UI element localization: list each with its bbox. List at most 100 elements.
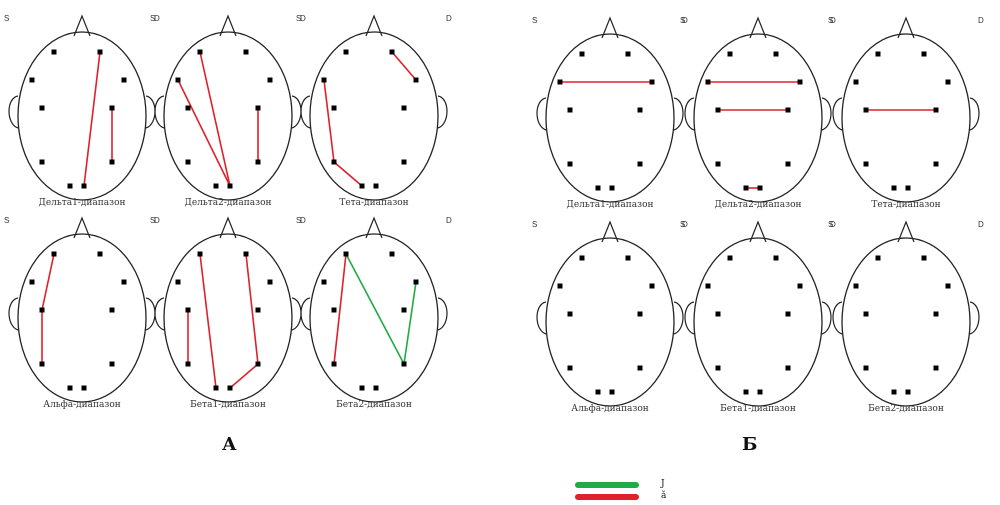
side-label-right: D bbox=[300, 14, 306, 23]
connection-line-red bbox=[229, 363, 259, 389]
head-map: S D Тета-диапазон bbox=[296, 10, 452, 220]
map-caption: Бета1-диапазон bbox=[190, 400, 266, 410]
electrode-marker bbox=[331, 105, 337, 111]
electrode-marker bbox=[945, 79, 951, 85]
panel-a: S D Дельта1-диапазон S D Дельта2-диапазон S D Те… bbox=[0, 0, 500, 430]
side-label-right: D bbox=[830, 16, 836, 25]
head-map: S D Тета-диапазон bbox=[828, 12, 984, 222]
legend-green-label: Ј bbox=[661, 479, 665, 489]
side-label-left: S bbox=[680, 220, 686, 229]
electrode-marker bbox=[185, 361, 191, 367]
electrode-marker bbox=[29, 279, 35, 285]
head-diagram bbox=[684, 16, 832, 203]
electrode-marker bbox=[331, 361, 337, 367]
electrode-marker bbox=[797, 283, 803, 289]
head-outline bbox=[545, 33, 675, 203]
head-diagram bbox=[684, 220, 832, 407]
side-label-left: S bbox=[150, 216, 156, 225]
electrode-marker bbox=[97, 251, 103, 257]
nose-outline bbox=[219, 14, 237, 37]
side-label-left: S bbox=[532, 220, 538, 229]
right-ear-outline bbox=[821, 301, 832, 335]
head-outline bbox=[309, 233, 439, 403]
electrode-marker bbox=[945, 283, 951, 289]
electrode-marker bbox=[863, 365, 869, 371]
nose-outline bbox=[601, 220, 619, 243]
electrode-marker bbox=[637, 161, 643, 167]
electrode-marker bbox=[625, 255, 631, 261]
electrode-marker bbox=[863, 107, 869, 113]
right-ear-outline bbox=[821, 97, 832, 131]
electrode-marker bbox=[197, 251, 203, 257]
electrode-marker bbox=[401, 159, 407, 165]
electrode-marker bbox=[757, 389, 763, 395]
map-caption: Альфа-диапазон bbox=[571, 404, 649, 414]
head-outline bbox=[17, 31, 147, 201]
electrode-marker bbox=[649, 79, 655, 85]
electrode-marker bbox=[197, 49, 203, 55]
map-caption: Дельта1-диапазон bbox=[38, 198, 126, 208]
electrode-marker bbox=[557, 283, 563, 289]
left-ear-outline bbox=[684, 301, 695, 335]
electrode-marker bbox=[853, 79, 859, 85]
nose-outline bbox=[73, 216, 91, 239]
side-label-left: S bbox=[828, 16, 834, 25]
legend-red-line bbox=[575, 494, 639, 500]
right-ear-outline bbox=[291, 95, 302, 129]
head-map: S D Бета2-диапазон bbox=[828, 216, 984, 426]
connection-line-green bbox=[345, 253, 405, 365]
electrode-marker bbox=[785, 161, 791, 167]
left-ear-outline bbox=[832, 301, 843, 335]
electrode-marker bbox=[921, 255, 927, 261]
electrode-marker bbox=[863, 311, 869, 317]
electrode-marker bbox=[227, 385, 233, 391]
electrode-marker bbox=[567, 311, 573, 317]
electrode-marker bbox=[875, 51, 881, 57]
connection-line-red bbox=[333, 253, 347, 365]
legend-red-label: ǎ bbox=[661, 491, 667, 501]
electrode-marker bbox=[39, 159, 45, 165]
head-diagram bbox=[832, 220, 980, 407]
panel-b: S D Дельта1-диапазон S D Дельта2-диапазон S D Те… bbox=[528, 0, 1000, 430]
electrode-marker bbox=[401, 307, 407, 313]
electrode-marker bbox=[109, 361, 115, 367]
electrode-marker bbox=[933, 161, 939, 167]
left-ear-outline bbox=[8, 297, 19, 331]
electrode-marker bbox=[51, 251, 57, 257]
electrode-marker bbox=[359, 183, 365, 189]
electrode-marker bbox=[401, 361, 407, 367]
head-diagram bbox=[536, 16, 684, 203]
map-caption: Тета-диапазон bbox=[871, 200, 941, 210]
head-map: S D Дельта1-диапазон bbox=[532, 12, 688, 222]
head-diagram bbox=[154, 14, 302, 201]
map-caption: Дельта1-диапазон bbox=[566, 200, 654, 210]
map-caption: Альфа-диапазон bbox=[43, 400, 121, 410]
side-label-left: S bbox=[296, 216, 302, 225]
right-ear-outline bbox=[145, 95, 156, 129]
electrode-marker bbox=[321, 279, 327, 285]
electrode-marker bbox=[625, 51, 631, 57]
electrode-marker bbox=[785, 311, 791, 317]
electrode-marker bbox=[715, 161, 721, 167]
electrode-marker bbox=[609, 185, 615, 191]
electrode-marker bbox=[773, 255, 779, 261]
connection-line-red bbox=[333, 161, 363, 187]
head-diagram bbox=[8, 14, 156, 201]
electrode-marker bbox=[389, 49, 395, 55]
electrode-marker bbox=[255, 307, 261, 313]
head-outline bbox=[163, 31, 293, 201]
electrode-marker bbox=[331, 307, 337, 313]
side-label-right: D bbox=[446, 14, 452, 23]
side-label-left: S bbox=[150, 14, 156, 23]
electrode-marker bbox=[401, 105, 407, 111]
map-caption: Бета2-диапазон bbox=[868, 404, 944, 414]
electrode-marker bbox=[595, 389, 601, 395]
electrode-marker bbox=[705, 283, 711, 289]
left-ear-outline bbox=[536, 97, 547, 131]
electrode-marker bbox=[875, 255, 881, 261]
electrode-marker bbox=[637, 365, 643, 371]
electrode-marker bbox=[715, 365, 721, 371]
electrode-marker bbox=[213, 183, 219, 189]
connection-line-red bbox=[41, 253, 55, 311]
left-ear-outline bbox=[154, 95, 165, 129]
